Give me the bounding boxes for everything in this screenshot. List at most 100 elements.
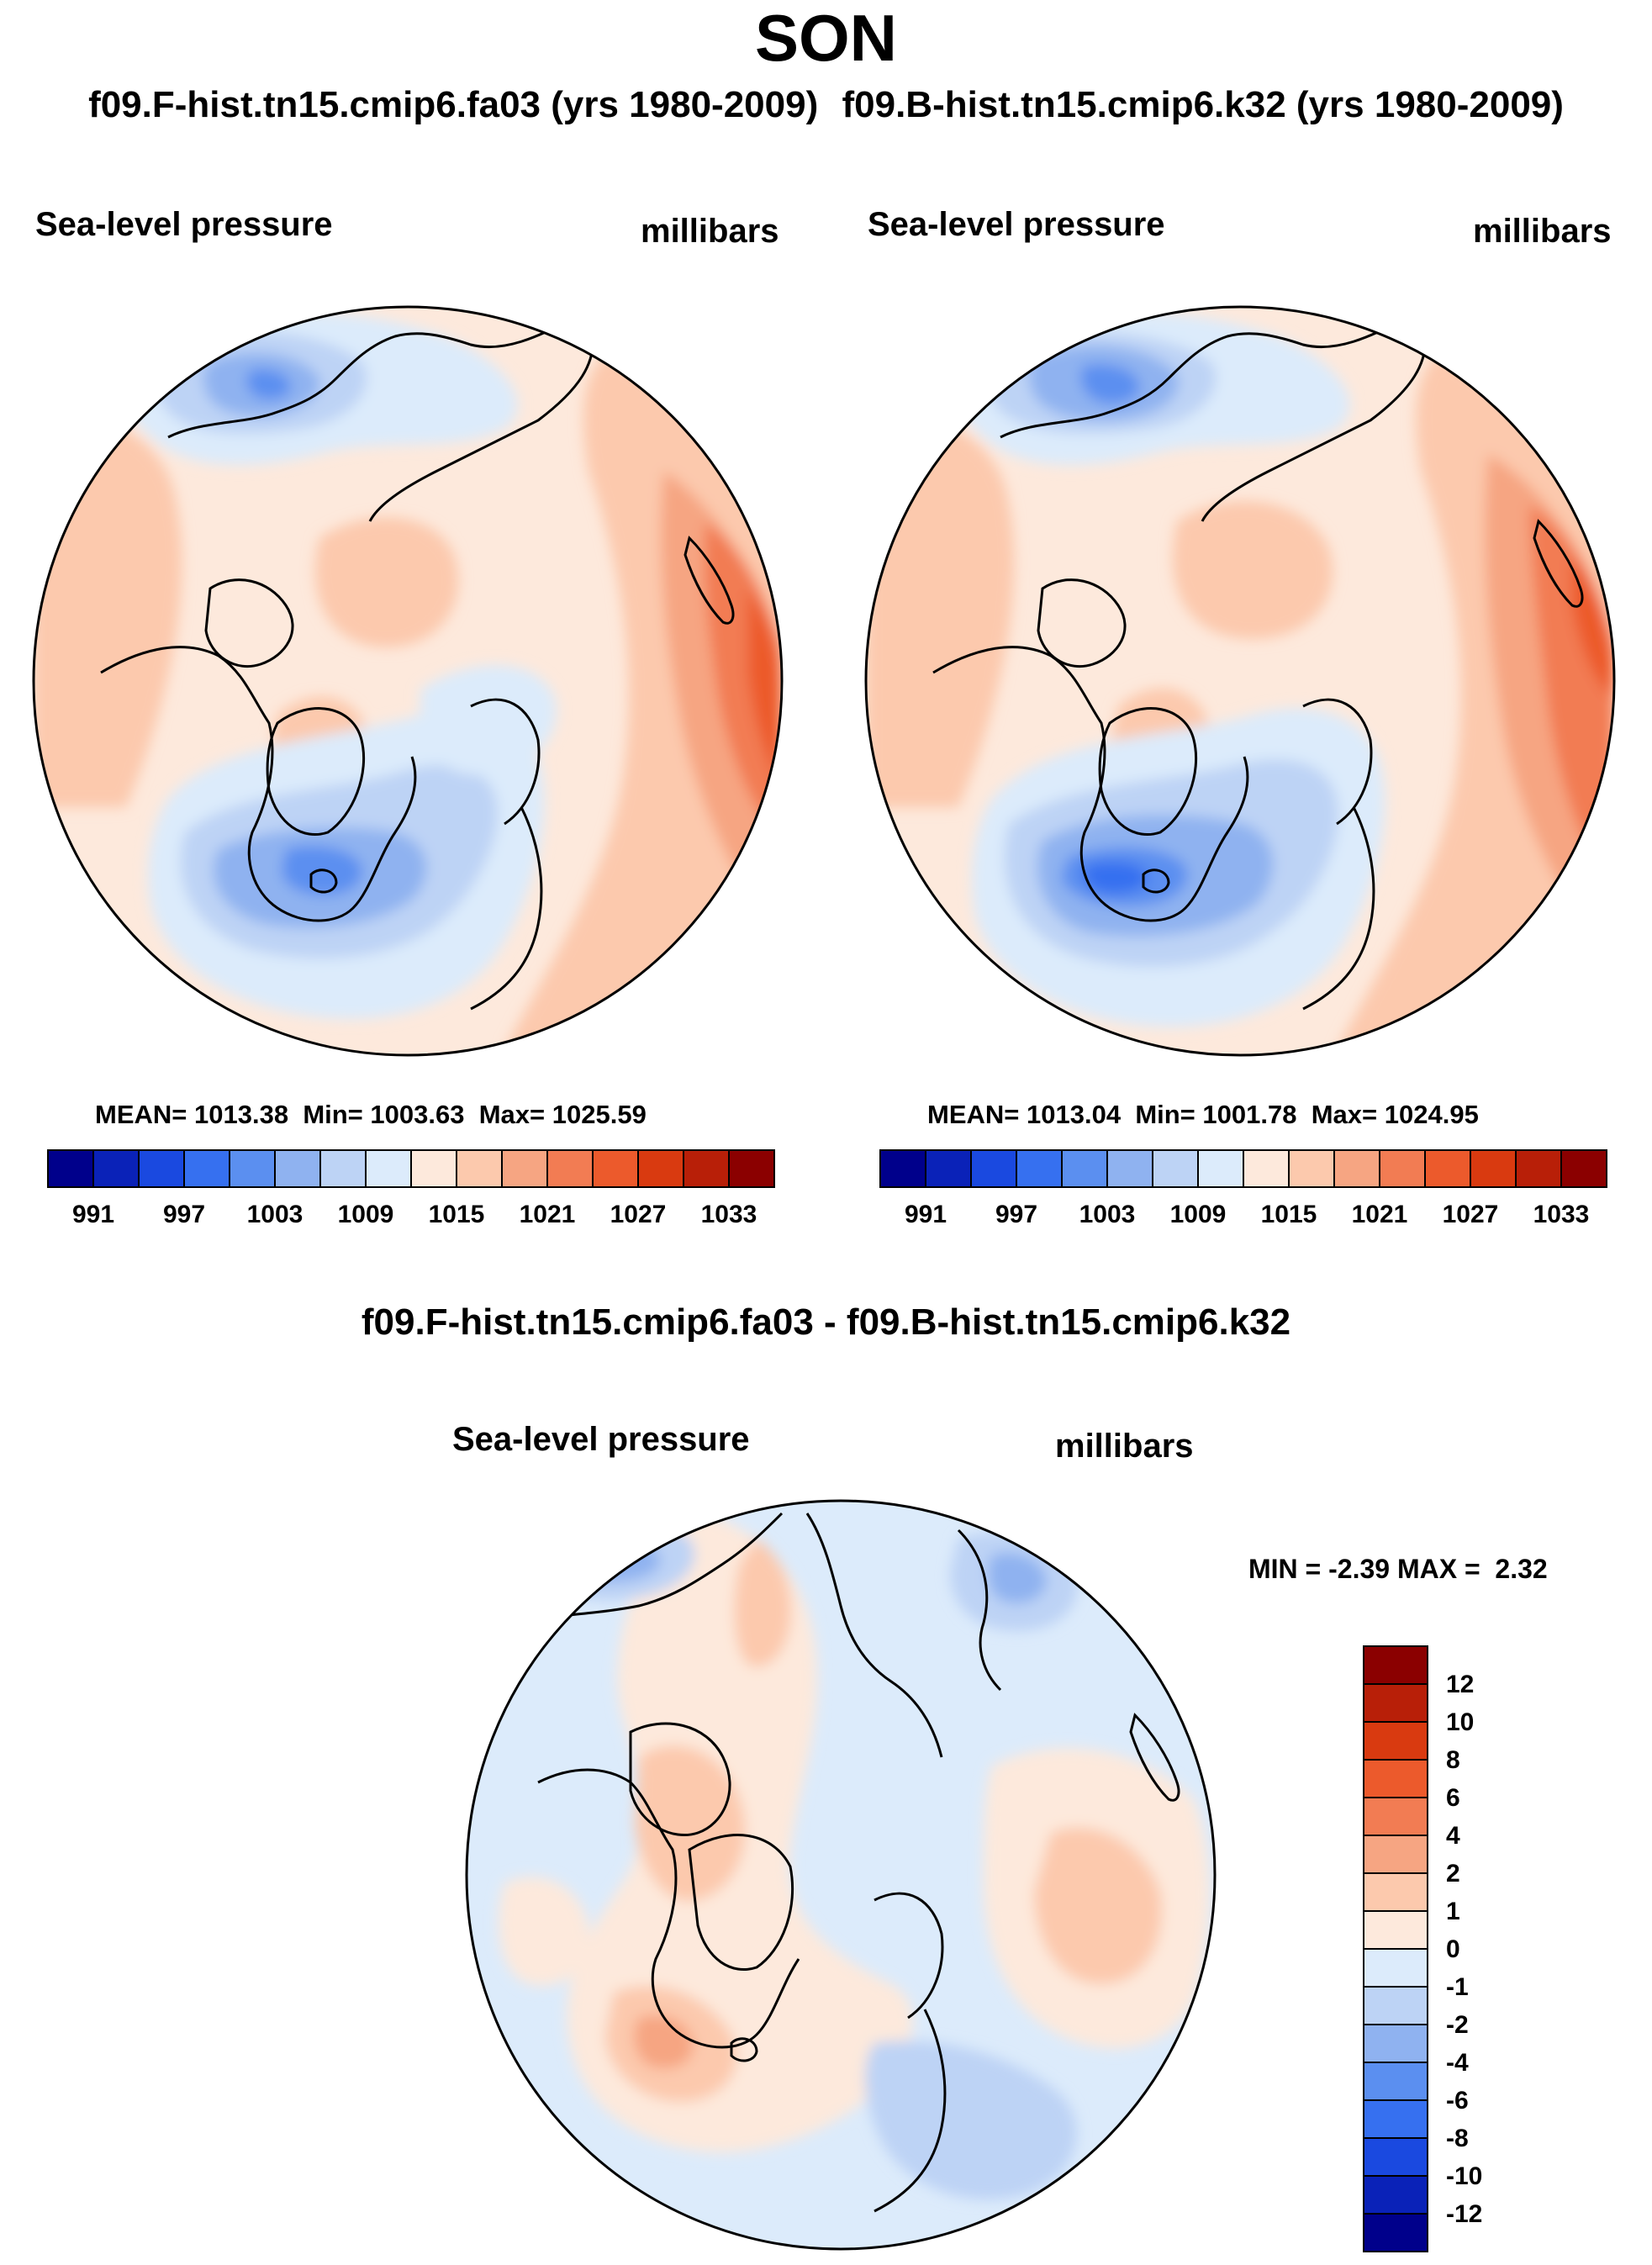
colorbar-swatch	[1363, 1797, 1428, 1836]
right-cb-label: 1003	[1079, 1201, 1136, 1228]
left-min-value: 1003.63	[370, 1100, 465, 1129]
left-colorbar	[47, 1149, 775, 1188]
colorbar-swatch	[410, 1149, 457, 1188]
colorbar-swatch	[47, 1149, 94, 1188]
coastline-siberia	[368, 319, 594, 522]
colorbar-swatch	[970, 1149, 1017, 1188]
coastline-scandinavia	[1302, 698, 1373, 826]
left-mean-value: 1013.38	[194, 1100, 289, 1129]
right-min-label: Min=	[1135, 1100, 1195, 1129]
diff-polar-map	[467, 1501, 1215, 2249]
left-stats: MEAN= 1013.38 Min= 1003.63 Max= 1025.59	[95, 1100, 647, 1130]
right-stats: MEAN= 1013.04 Min= 1001.78 Max= 1024.95	[927, 1100, 1479, 1130]
diff-title: f09.F-hist.tn15.cmip6.fa03 - f09.B-hist.…	[361, 1301, 1291, 1343]
coastline-arctic-archipelago	[1037, 578, 1127, 668]
diff-cb-label: -8	[1446, 2125, 1469, 2152]
right-cb-label: 1015	[1260, 1201, 1317, 1228]
left-mean-label: MEAN=	[95, 1100, 187, 1129]
coastline-kamchatka	[957, 1528, 1002, 1692]
colorbar-swatch	[1379, 1149, 1426, 1188]
colorbar-swatch	[1243, 1149, 1290, 1188]
right-mean-value: 1013.04	[1027, 1100, 1122, 1129]
right-mean-label: MEAN=	[927, 1100, 1020, 1129]
diff-cb-label: 12	[1446, 1671, 1475, 1698]
coastline-sakhalin	[1129, 1713, 1180, 1802]
colorbar-swatch	[456, 1149, 503, 1188]
left-max-label: Max=	[478, 1100, 546, 1129]
diff-units-label: millibars	[1055, 1428, 1194, 1465]
colorbar-swatch	[1363, 2024, 1428, 2063]
diff-cb-label: 2	[1446, 1860, 1460, 1888]
colorbar-swatch	[229, 1149, 276, 1188]
colorbar-swatch	[1363, 2213, 1428, 2252]
coastline-arctic-archipelago	[204, 578, 294, 668]
left-case-title: f09.F-hist.tn15.cmip6.fa03 (yrs 1980-200…	[88, 84, 819, 125]
colorbar-swatch	[92, 1149, 140, 1188]
coastline-arctic-archipelago	[629, 1722, 731, 1837]
colorbar-swatch	[138, 1149, 185, 1188]
right-cb-label: 1033	[1533, 1201, 1590, 1228]
colorbar-swatch	[1424, 1149, 1471, 1188]
right-min-value: 1001.78	[1202, 1100, 1297, 1129]
coastline-scandinavia	[470, 698, 541, 826]
colorbar-swatch	[1560, 1149, 1607, 1188]
left-cb-label: 1027	[610, 1201, 667, 1228]
right-units-label: millibars	[1473, 213, 1612, 250]
diff-cb-label: 0	[1446, 1935, 1460, 1963]
diff-cb-label: -10	[1446, 2162, 1483, 2190]
diff-cb-label: 10	[1446, 1708, 1475, 1736]
colorbar-swatch	[1363, 1835, 1428, 1874]
colorbar-swatch	[1363, 1910, 1428, 1950]
diff-cb-label: 8	[1446, 1746, 1460, 1774]
right-polar-map	[866, 307, 1614, 1055]
colorbar-swatch	[1363, 2137, 1428, 2177]
diff-cb-label: 4	[1446, 1822, 1460, 1850]
colorbar-swatch	[1061, 1149, 1108, 1188]
colorbar-swatch	[1363, 2062, 1428, 2101]
left-cb-label: 1015	[428, 1201, 485, 1228]
left-units-label: millibars	[641, 213, 779, 250]
diff-minmax: MIN = -2.39 MAX = 2.32	[1248, 1554, 1548, 1585]
colorbar-swatch	[274, 1149, 321, 1188]
colorbar-swatch	[879, 1149, 926, 1188]
colorbar-swatch	[1363, 2175, 1428, 2215]
colorbar-swatch	[1363, 1986, 1428, 2025]
right-map-border	[864, 305, 1616, 1057]
diff-max-label: MAX =	[1396, 1554, 1480, 1584]
coastline-greenland	[1098, 707, 1198, 837]
coastline-siberia	[805, 1513, 943, 1758]
case-titles: f09.F-hist.tn15.cmip6.fa03 (yrs 1980-200…	[0, 84, 1652, 126]
diff-cb-label: -1	[1446, 1973, 1469, 2001]
left-min-label: Min=	[303, 1100, 363, 1129]
colorbar-swatch	[1363, 1645, 1428, 1685]
colorbar-swatch	[1363, 1948, 1428, 1988]
right-variable-label: Sea-level pressure	[868, 206, 1165, 243]
diff-min-label: MIN =	[1248, 1554, 1322, 1584]
colorbar-swatch	[592, 1149, 639, 1188]
right-max-label: Max=	[1311, 1100, 1378, 1129]
left-cb-label: 1009	[337, 1201, 394, 1228]
diff-colorbar	[1363, 1645, 1428, 2252]
right-cb-label: 1009	[1169, 1201, 1227, 1228]
diff-cb-label: -4	[1446, 2049, 1469, 2077]
right-cb-label: 1027	[1442, 1201, 1499, 1228]
right-cb-label: 1021	[1351, 1201, 1408, 1228]
colorbar-swatch	[1333, 1149, 1380, 1188]
left-max-value: 1025.59	[552, 1100, 647, 1129]
diff-map-border	[465, 1499, 1217, 2251]
right-colorbar	[879, 1149, 1607, 1188]
coastline-greenland	[266, 707, 366, 837]
diff-cb-label: -6	[1446, 2087, 1469, 2115]
diff-variable-label: Sea-level pressure	[452, 1421, 750, 1458]
left-map-border	[32, 305, 784, 1057]
colorbar-swatch	[1515, 1149, 1562, 1188]
coastline-europe	[1302, 806, 1375, 1011]
coastline-siberia	[1201, 319, 1427, 522]
left-polar-map	[34, 307, 782, 1055]
left-cb-label: 1021	[519, 1201, 576, 1228]
left-cb-label: 1003	[246, 1201, 303, 1228]
colorbar-swatch	[365, 1149, 412, 1188]
left-cb-label: 1033	[700, 1201, 757, 1228]
coastline-iceland	[1142, 869, 1170, 894]
coastline-alaska-siberia	[1000, 318, 1405, 439]
